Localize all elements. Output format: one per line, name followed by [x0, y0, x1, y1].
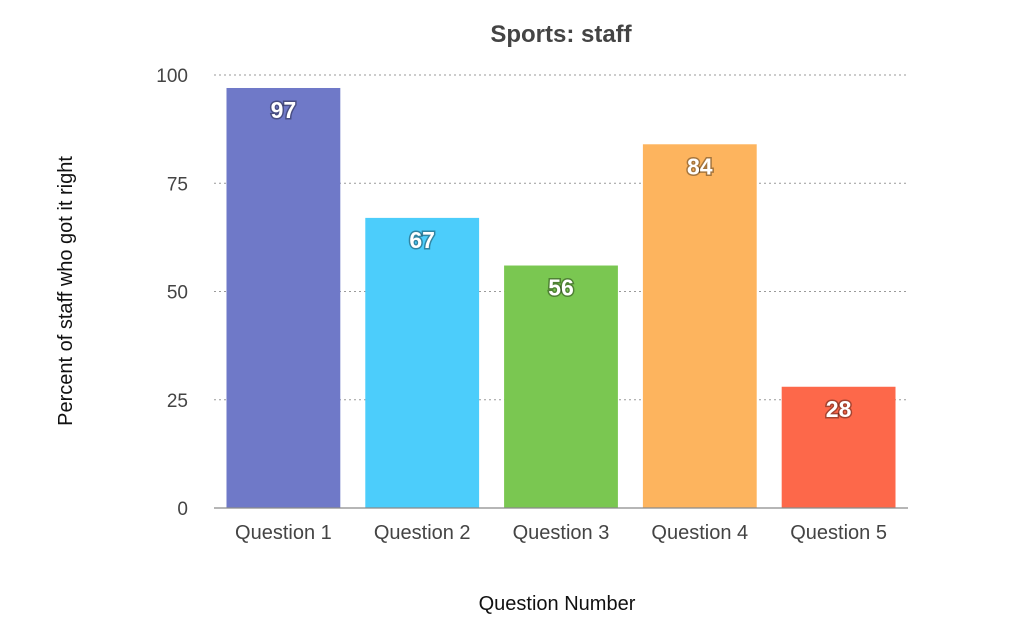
data-labels: 97 67 56 84 28: [269, 95, 853, 423]
y-tick-label: 50: [167, 283, 188, 304]
bar-4: [642, 144, 757, 508]
data-label-3: 56: [548, 275, 574, 301]
y-tick-label: 75: [167, 174, 188, 195]
bar-5: [781, 386, 896, 508]
chart-title: Sports: staff: [490, 21, 632, 48]
data-label-5: 28: [826, 396, 852, 422]
y-axis-label: Percent of staff who got it right: [55, 156, 77, 426]
category-label-2: Question 2: [374, 522, 471, 544]
category-label-5: Question 5: [790, 522, 887, 544]
x-axis-categories: Question 1 Question 2 Question 3 Question 4…: [235, 522, 887, 544]
y-tick-label: 25: [167, 391, 188, 412]
y-tick-label: 0: [177, 499, 188, 520]
y-tick-label: 100: [156, 66, 188, 87]
x-axis-label: Question Number: [479, 593, 636, 615]
data-label-4: 84: [687, 153, 713, 179]
bars: [226, 87, 896, 509]
y-axis-ticks: 0 25 50 75 100: [156, 66, 188, 520]
category-label-1: Question 1: [235, 522, 332, 544]
bar-3: [504, 265, 618, 508]
category-label-3: Question 3: [513, 522, 610, 544]
category-label-4: Question 4: [651, 522, 748, 544]
bar-2: [365, 217, 480, 508]
data-label-1: 97: [271, 97, 297, 123]
data-label-2: 67: [409, 227, 435, 253]
bar-1: [226, 87, 341, 509]
